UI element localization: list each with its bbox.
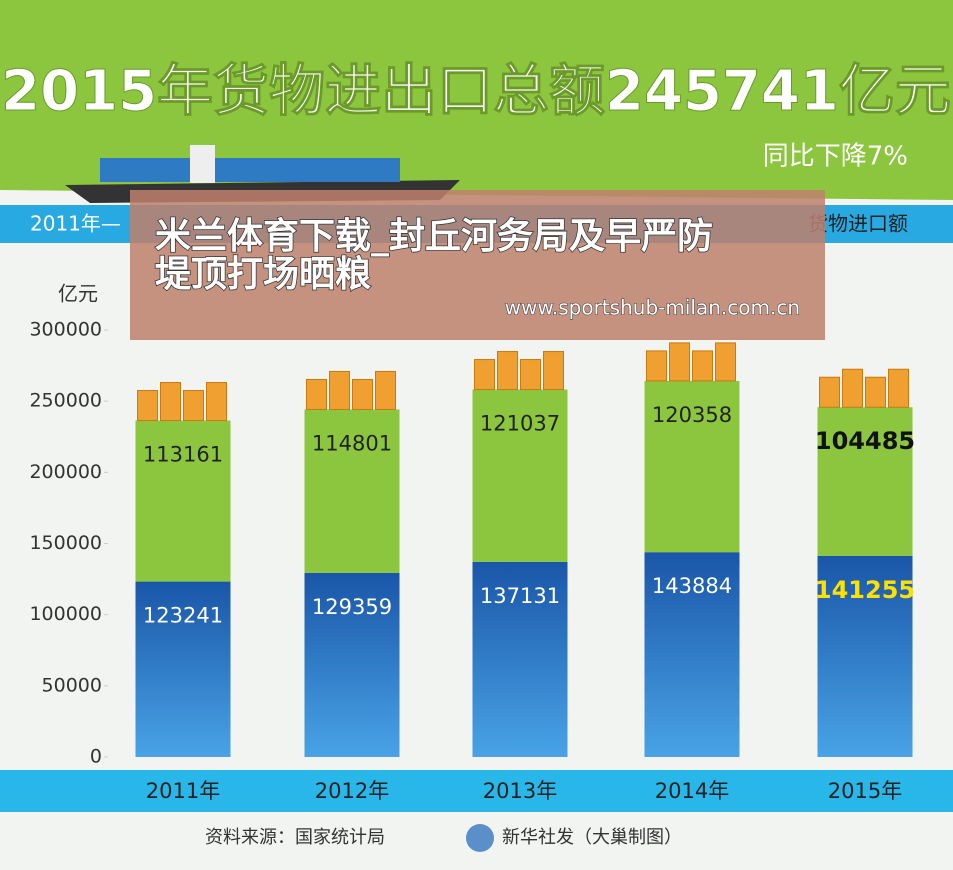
coin-stack [842, 368, 863, 408]
overlay-headline: 米兰体育下载_封丘河务局及早严防 [155, 216, 713, 257]
x-tick-label: 2011年 [146, 779, 220, 803]
coin-stack [543, 351, 564, 391]
coin-stack [160, 382, 181, 422]
coin-stack [715, 342, 736, 382]
value-label: 137131 [480, 584, 560, 608]
x-tick-label: 2013年 [483, 779, 557, 803]
y-axis-label: 亿元 [58, 282, 98, 306]
value-label: 143884 [652, 574, 732, 598]
bar-segment [817, 555, 913, 757]
coin-stack [352, 378, 373, 410]
coin-stack [497, 351, 518, 391]
coin-stack [865, 376, 886, 408]
coin-stack [474, 359, 495, 391]
coin-stack [646, 350, 667, 382]
y-tick-label: 0 [90, 746, 102, 768]
value-label: 114801 [312, 431, 392, 455]
subtitle: 同比下降7% [763, 142, 908, 172]
y-tick-label: 300000 [29, 319, 102, 341]
value-label: 104485 [815, 427, 915, 455]
bar-segment [472, 389, 568, 562]
bar-segment [304, 409, 400, 573]
overlay-url: www.sportshub-milan.com.cn [505, 296, 800, 320]
coin-stack [183, 390, 204, 422]
y-tick-label: 250000 [29, 390, 102, 412]
value-label: 129359 [312, 595, 392, 619]
bar-segment [472, 561, 568, 757]
x-tick-label: 2015年 [828, 779, 902, 803]
coin-stack [888, 368, 909, 408]
value-label: 121037 [480, 412, 560, 436]
credit: 新华社发（大巢制图） [502, 827, 682, 848]
value-label: 123241 [143, 604, 223, 628]
coin-stack [692, 350, 713, 382]
title-banner [0, 0, 953, 200]
y-tick-label: 200000 [29, 461, 102, 483]
title: 2015年货物进出口总额245741亿元 [1, 59, 951, 124]
coin-stack [206, 382, 227, 422]
value-label: 120358 [652, 403, 732, 427]
coin-stack [669, 342, 690, 382]
overlay-box [130, 190, 825, 340]
x-tick-label: 2012年 [315, 779, 389, 803]
bar-segment [644, 552, 740, 757]
y-tick-label: 50000 [42, 674, 102, 696]
coin-stack [520, 359, 541, 391]
bar-segment [304, 572, 400, 757]
bar-segment [817, 407, 913, 556]
bar-segment [135, 581, 231, 757]
bar-segment [644, 380, 740, 553]
value-label: 113161 [143, 443, 223, 467]
logo [466, 824, 494, 852]
band-left: 2011年— [30, 212, 121, 236]
coin-stack [375, 370, 396, 410]
bar-segment [135, 420, 231, 582]
overlay-headline: 堤顶打场晒粮 [155, 254, 371, 295]
coin-stack [819, 376, 840, 408]
y-tick-label: 150000 [29, 532, 102, 554]
y-tick-label: 100000 [29, 603, 102, 625]
category-band [0, 770, 953, 812]
value-label: 141255 [815, 576, 915, 604]
source: 资料来源：国家统计局 [205, 827, 385, 848]
x-tick-label: 2014年 [655, 779, 729, 803]
coin-stack [329, 370, 350, 410]
plot: 0 50000 100000 150000 200000 250000 300000 1232… [29, 319, 915, 804]
coin-stack [306, 378, 327, 410]
coin-stack [137, 390, 158, 422]
